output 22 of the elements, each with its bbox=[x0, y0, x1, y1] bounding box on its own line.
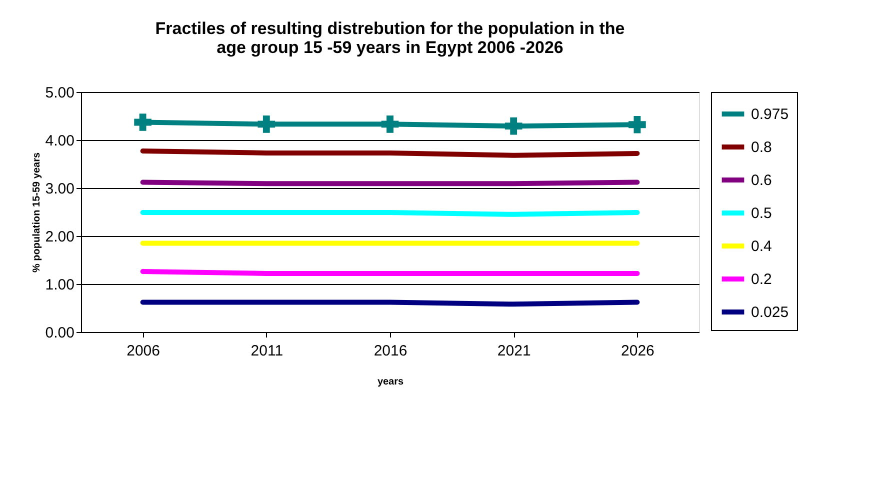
x-tick-label: 2021 bbox=[497, 342, 531, 360]
legend-label: 0.5 bbox=[751, 205, 772, 222]
legend-label: 0.8 bbox=[751, 139, 772, 156]
x-tick-label: 2026 bbox=[621, 342, 654, 360]
x-tick-label: 2006 bbox=[126, 342, 160, 360]
y-tick-label: 0.00 bbox=[45, 324, 74, 342]
x-tick-label: 2011 bbox=[250, 342, 284, 360]
legend-label: 0.6 bbox=[751, 172, 772, 189]
y-tick-label: 2.00 bbox=[45, 228, 74, 246]
legend-label: 0.2 bbox=[751, 271, 772, 288]
y-axis-title: % population 15-59 years bbox=[31, 152, 42, 273]
text: Fractiles of resulting distrebution for the population in the bbox=[155, 19, 625, 38]
x-tick-label: 2016 bbox=[374, 342, 408, 360]
x-axis-title: years bbox=[377, 376, 404, 388]
text: age group 15 -59 years in Egypt 2006 -2026 bbox=[216, 38, 564, 57]
y-tick-label: 3.00 bbox=[45, 180, 74, 198]
y-tick-label: 1.00 bbox=[45, 276, 74, 294]
y-tick-label: 5.00 bbox=[45, 84, 74, 102]
y-tick-label: 4.00 bbox=[45, 132, 74, 150]
legend-label: 0.4 bbox=[751, 238, 772, 255]
legend-label: 0.975 bbox=[751, 106, 789, 123]
legend-label: 0.025 bbox=[751, 304, 789, 321]
